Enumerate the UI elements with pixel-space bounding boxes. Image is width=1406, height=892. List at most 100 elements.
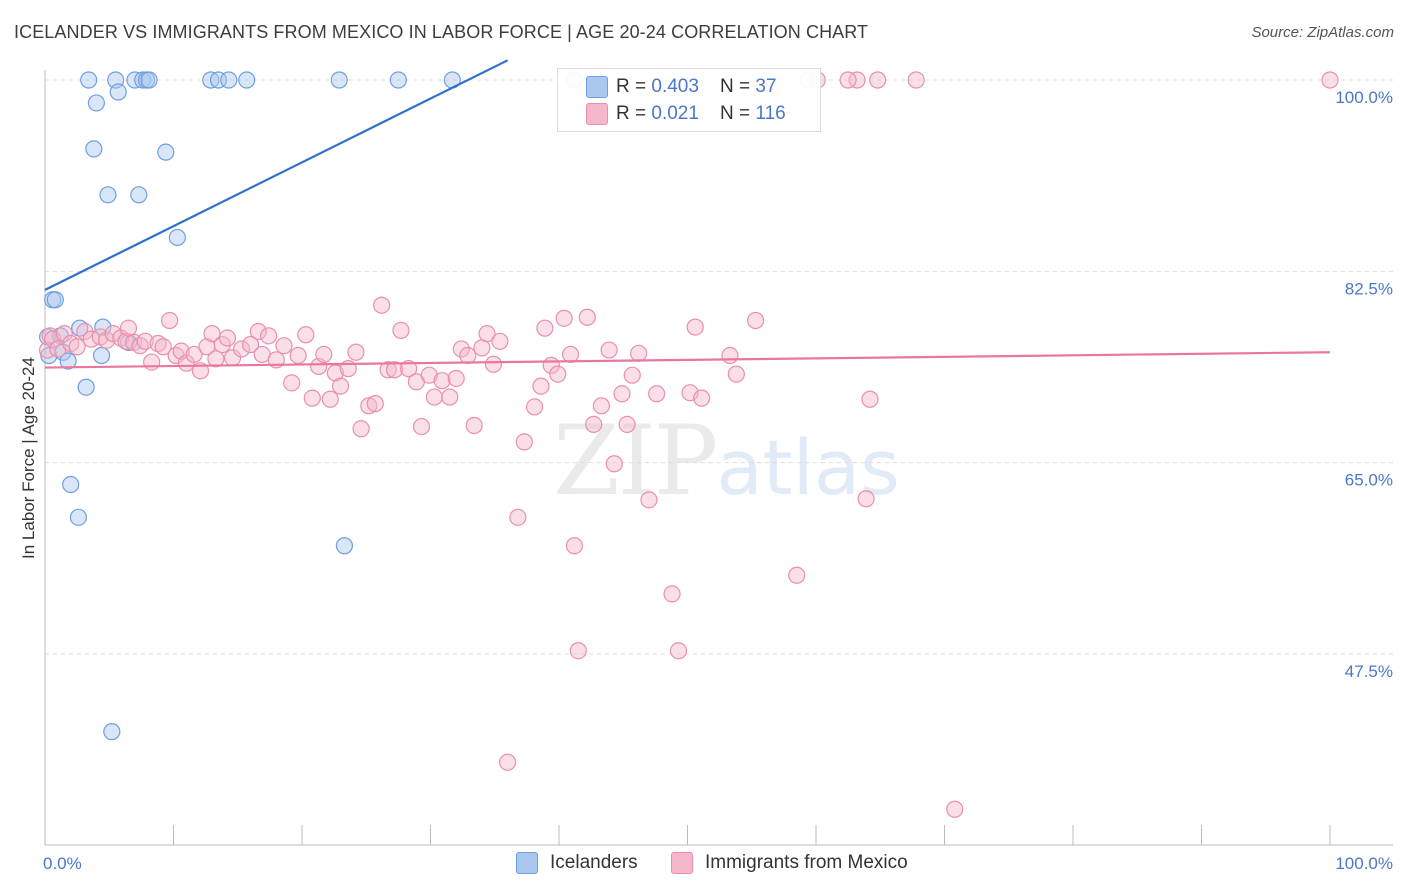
- mexico-point: [143, 353, 161, 371]
- mexico-point: [721, 346, 739, 365]
- n-label: N =: [720, 76, 756, 97]
- mexico-point: [640, 491, 658, 509]
- mexico-point: [585, 415, 603, 433]
- mexico-point: [491, 332, 509, 350]
- mexico-point: [693, 389, 711, 407]
- y-tick-label: 100.0%: [1335, 88, 1393, 107]
- mexico-point: [618, 415, 636, 433]
- mexico-point: [613, 385, 631, 403]
- mexico-point: [499, 753, 517, 771]
- mexico-point: [360, 397, 378, 415]
- y-tick-label: 65.0%: [1345, 471, 1393, 490]
- mexico-point: [536, 319, 554, 337]
- mexico-point: [861, 390, 879, 408]
- y-axis-label: In Labor Force | Age 20-24: [19, 357, 38, 559]
- x-tick-label: 0.0%: [43, 854, 82, 873]
- stats-swatch-icelanders: [586, 76, 608, 98]
- icelander-point: [87, 94, 106, 112]
- mexico-point: [663, 585, 681, 603]
- mexico-point: [788, 566, 806, 584]
- icelander-point: [330, 71, 348, 89]
- mexico-point: [600, 341, 618, 359]
- mexico-point: [249, 322, 267, 341]
- legend-swatch-mexico: [671, 852, 693, 874]
- icelander-point: [40, 346, 58, 365]
- mexico-point: [289, 346, 307, 365]
- r-label: R =: [616, 103, 652, 124]
- mexico-point: [55, 325, 73, 343]
- icelander-point: [109, 83, 127, 101]
- x-tick-label: 100.0%: [1335, 854, 1393, 873]
- icelander-point: [77, 378, 95, 396]
- n-value: 116: [755, 103, 786, 124]
- icelander-point: [71, 319, 89, 337]
- stats-swatch-mexico: [586, 103, 608, 125]
- mexico-point: [623, 366, 641, 384]
- mexico-point: [420, 366, 438, 384]
- mexico-point: [532, 377, 550, 395]
- icelander-trend-line: [44, 59, 509, 291]
- legend-item-mexico[interactable]: Immigrants from Mexico: [671, 852, 908, 874]
- r-label: R =: [616, 76, 652, 97]
- icelander-point: [80, 71, 98, 89]
- mexico-point: [648, 385, 666, 403]
- mexico-point: [412, 417, 431, 436]
- mexico-point: [727, 365, 745, 383]
- chart-title: ICELANDER VS IMMIGRANTS FROM MEXICO IN L…: [14, 22, 869, 42]
- mexico-point: [297, 326, 315, 344]
- icelander-point: [85, 140, 103, 158]
- mexico-point: [555, 309, 573, 327]
- legend-swatch-icelanders: [516, 852, 538, 874]
- mexico-point: [857, 490, 875, 508]
- icelander-point: [92, 346, 111, 365]
- mexico-point: [946, 800, 964, 818]
- icelander-point: [46, 291, 64, 309]
- mexico-point: [433, 372, 451, 390]
- mexico-point: [515, 433, 533, 451]
- mexico-point: [478, 325, 496, 343]
- mexico-point: [331, 377, 350, 395]
- mexico-point: [149, 334, 167, 353]
- mexico-point: [233, 340, 251, 358]
- mexico-point: [549, 365, 567, 383]
- icelander-point: [130, 186, 148, 204]
- mexico-point: [207, 350, 225, 368]
- mexico-point: [578, 308, 596, 326]
- stats-box: R = 0.403 N = 37 R = 0.021 N = 116: [557, 68, 821, 132]
- mexico-point: [98, 331, 116, 349]
- mexico-point: [525, 398, 544, 416]
- mexico-point: [203, 325, 221, 343]
- mexico-point: [392, 321, 410, 339]
- mexico-point: [321, 390, 339, 408]
- r-value: 0.021: [651, 103, 699, 124]
- mexico-point: [275, 337, 293, 355]
- mexico-point: [136, 332, 154, 350]
- mexico-point: [452, 340, 470, 358]
- mexico-point: [669, 642, 688, 660]
- r-value: 0.403: [651, 76, 699, 97]
- mexico-point: [907, 71, 925, 89]
- mexico-point: [315, 345, 333, 364]
- mexico-point: [347, 343, 365, 361]
- mexico-point: [592, 397, 611, 415]
- mexico-point: [686, 318, 704, 336]
- mexico-point: [49, 340, 67, 358]
- mexico-point: [747, 311, 765, 330]
- mexico-point: [869, 71, 887, 89]
- axes: [44, 70, 1393, 846]
- legend-label: Immigrants from Mexico: [705, 852, 908, 873]
- mexico-point: [400, 360, 418, 378]
- icelander-point: [94, 318, 112, 336]
- icelander-point: [134, 71, 152, 89]
- mexico-point: [473, 339, 491, 357]
- tick-labels: 100.0% 82.5% 65.0% 47.5% 0.0% 100.0%: [43, 88, 1393, 873]
- mexico-point: [366, 395, 384, 413]
- icelander-point: [389, 71, 407, 89]
- mexico-point: [447, 369, 465, 388]
- mexico-point: [185, 345, 203, 364]
- legend-item-icelanders[interactable]: Icelanders: [516, 852, 638, 874]
- mexico-point: [565, 537, 584, 555]
- mexico-point: [283, 374, 301, 392]
- mexico-point: [441, 388, 459, 406]
- icelander-point: [335, 537, 354, 555]
